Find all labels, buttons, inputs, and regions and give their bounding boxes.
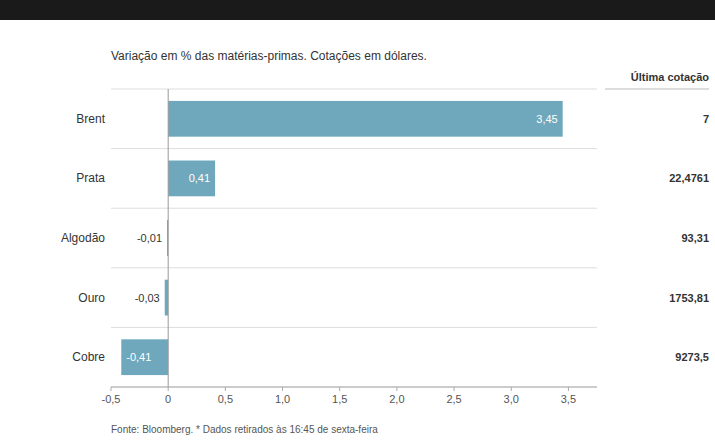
last-price: 93,31	[681, 232, 709, 244]
x-axis-line	[111, 387, 597, 388]
bars	[121, 101, 562, 375]
data-label: -0,41	[126, 351, 151, 363]
category-label: Algodão	[61, 231, 105, 245]
row-separator	[111, 148, 597, 149]
x-tick-label: 2,0	[389, 393, 404, 405]
category-label: Brent	[76, 112, 105, 126]
x-tick	[396, 387, 397, 391]
x-tick	[111, 387, 112, 391]
x-tick-label: 3,5	[561, 393, 576, 405]
footer: Fonte: Bloomberg. * Dados retirados às 1…	[111, 424, 378, 435]
row-separator	[111, 89, 597, 90]
x-tick	[282, 387, 283, 391]
x-tick	[454, 387, 455, 391]
category-label: Ouro	[78, 291, 105, 305]
x-tick-label: 1,5	[332, 393, 347, 405]
category-label: Prata	[76, 171, 105, 185]
top-bar	[0, 0, 715, 20]
row-separator	[111, 387, 597, 388]
data-label: 0,41	[189, 172, 210, 184]
category-label: Cobre	[72, 350, 105, 364]
title: Variação em % das matérias-primas. Cotaç…	[111, 49, 427, 63]
x-tick-label: -0,5	[102, 393, 121, 405]
bar	[168, 161, 215, 197]
row-separator	[111, 208, 597, 209]
x-tick	[168, 387, 169, 391]
data-label: -0,01	[137, 232, 162, 244]
labels: Brent 3,45 7 Prata 0,41 22,4761 Algodão -0,01 93…	[61, 112, 709, 364]
row-separator	[111, 327, 597, 328]
x-tick-label: 1,0	[275, 393, 290, 405]
x-tick-label: 3,0	[504, 393, 519, 405]
x-tick	[568, 387, 569, 391]
bar	[121, 339, 168, 375]
last-price: 1753,81	[669, 292, 709, 304]
price-header-rule	[605, 89, 709, 90]
x-tick-label: 2,5	[446, 393, 461, 405]
bar	[168, 101, 563, 137]
last-price: 7	[703, 113, 709, 125]
x-tick	[511, 387, 512, 391]
x-tick-label: 0,5	[218, 393, 233, 405]
x-tick	[339, 387, 340, 391]
x-tick	[225, 387, 226, 391]
last-price: 9273,5	[675, 351, 709, 363]
chart: Variação em % das matérias-primas. Cotaç…	[0, 0, 715, 445]
last-price: 22,4761	[669, 172, 709, 184]
data-label: 3,45	[536, 113, 557, 125]
data-label: -0,03	[135, 292, 160, 304]
price-header: Última cotação	[631, 71, 710, 83]
bar	[165, 280, 168, 316]
row-separator	[111, 267, 597, 268]
zero-line	[168, 89, 169, 387]
x-tick-label: 0	[165, 393, 171, 405]
